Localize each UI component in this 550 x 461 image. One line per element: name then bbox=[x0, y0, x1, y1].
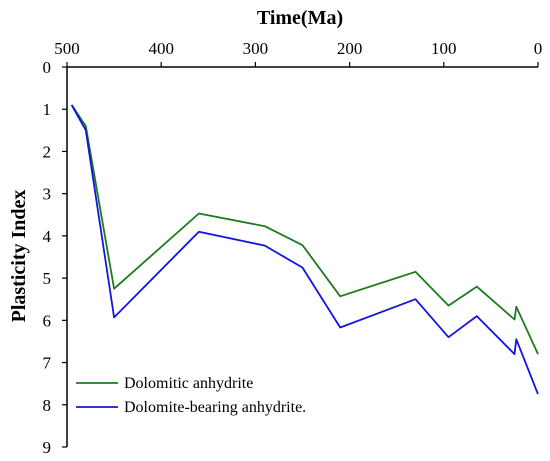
y-tick-label: 3 bbox=[43, 185, 52, 204]
y-tick-label: 0 bbox=[43, 58, 52, 77]
y-axis-title: Plasticity Index bbox=[8, 190, 30, 323]
x-tick-label: 100 bbox=[431, 39, 457, 58]
x-tick-label: 0 bbox=[534, 39, 543, 58]
y-tick-label: 7 bbox=[43, 354, 52, 373]
x-tick-label: 500 bbox=[54, 39, 80, 58]
x-tick-label: 300 bbox=[243, 39, 269, 58]
x-tick-label: 200 bbox=[337, 39, 363, 58]
plot-area: 500 400 300 200 100 0 0 1 2 3 4 5 6 7 8 9 Dolomitic anhy… bbox=[43, 39, 543, 457]
y-tick-label: 4 bbox=[43, 227, 52, 246]
x-tick-label: 400 bbox=[148, 39, 174, 58]
x-axis-title: Time(Ma) bbox=[257, 7, 343, 29]
y-tick-label: 9 bbox=[43, 438, 52, 457]
y-tick-label: 8 bbox=[43, 396, 52, 415]
legend-label-2: Dolomite-bearing anhydrite. bbox=[124, 399, 306, 416]
series-line-1 bbox=[70, 104, 539, 355]
y-tick-label: 2 bbox=[43, 142, 52, 161]
y-tick-label: 1 bbox=[43, 100, 52, 119]
y-tick-label: 5 bbox=[43, 269, 52, 288]
legend-label-1: Dolomitic anhydrite bbox=[124, 375, 253, 392]
y-tick-label: 6 bbox=[43, 311, 52, 330]
series-line-2 bbox=[70, 104, 539, 395]
